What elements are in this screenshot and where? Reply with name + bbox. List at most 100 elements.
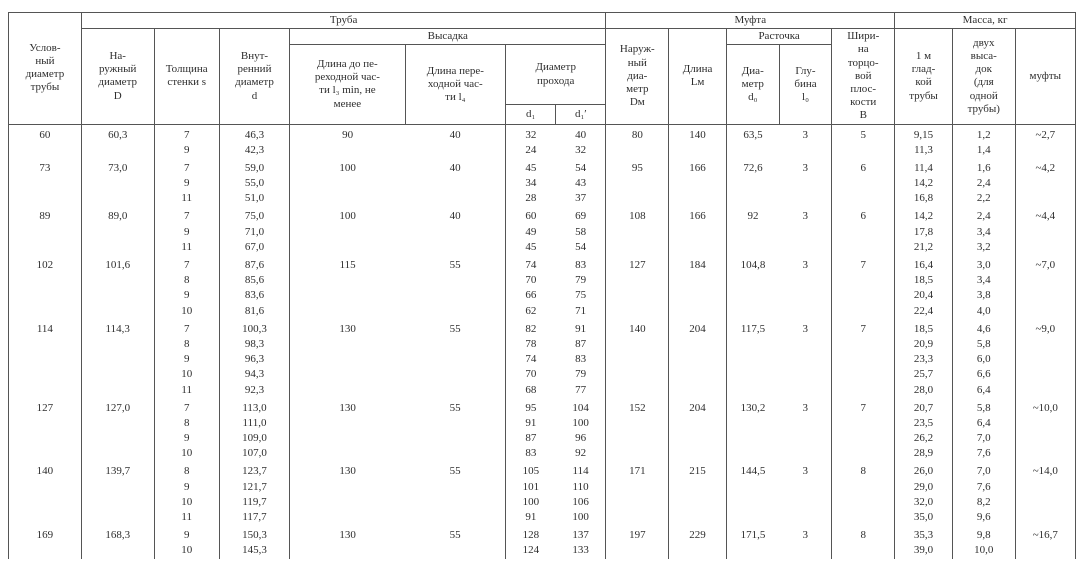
cell-Dm: [606, 273, 669, 288]
cell-d1: 74: [506, 255, 556, 273]
cell-B: [832, 176, 895, 191]
cell-mc: ~2,7: [1015, 124, 1075, 143]
cell-l0: 3: [779, 124, 832, 143]
cell-l0: 3: [779, 158, 832, 176]
cell-mc: [1015, 304, 1075, 319]
cell-Dm: 95: [606, 158, 669, 176]
table-row: 9109,0879626,27,0: [9, 431, 1076, 446]
cell-D: [81, 431, 154, 446]
cell-l3: [290, 352, 405, 367]
cell-d0: [726, 431, 779, 446]
cell-Dm: [606, 416, 669, 431]
cell-mc: [1015, 273, 1075, 288]
cell-l4: [405, 304, 505, 319]
hdr-l0: Глу-бинаl₀: [779, 45, 832, 124]
cell-m2: 4,0: [952, 304, 1015, 319]
cell-mc: ~14,0: [1015, 461, 1075, 479]
cell-B: 6: [832, 158, 895, 176]
cell-B: [832, 225, 895, 240]
cell-l4: [405, 510, 505, 525]
cell-l0: [779, 446, 832, 461]
cell-m2: 3,8: [952, 288, 1015, 303]
cell-B: [832, 143, 895, 158]
cell-l3: 115: [290, 255, 405, 273]
cell-cond: [9, 176, 82, 191]
cell-D: [81, 352, 154, 367]
cell-l3: [290, 225, 405, 240]
cell-d1p: 83: [556, 352, 606, 367]
cell-s: 7: [154, 319, 219, 337]
cell-m2: 4,6: [952, 319, 1015, 337]
cell-D: 89,0: [81, 206, 154, 224]
cell-cond: [9, 480, 82, 495]
cell-l0: [779, 337, 832, 352]
cell-d1p: 106: [556, 495, 606, 510]
cell-B: [832, 480, 895, 495]
hdr-dpass: Диаметрпрохода: [506, 45, 606, 104]
cell-l4: [405, 240, 505, 255]
cell-d: 87,6: [219, 255, 289, 273]
cell-l3: [290, 304, 405, 319]
cell-d: 71,0: [219, 225, 289, 240]
cell-s: 10: [154, 495, 219, 510]
cell-d0: 130,2: [726, 398, 779, 416]
cell-m2: 7,6: [952, 446, 1015, 461]
cell-l0: [779, 225, 832, 240]
cell-d1: 100: [506, 495, 556, 510]
cell-m2: 1,4: [952, 143, 1015, 158]
cell-s: 9: [154, 525, 219, 543]
cell-d1: 128: [506, 525, 556, 543]
cell-l0: 3: [779, 206, 832, 224]
cell-m2: 10,0: [952, 543, 1015, 558]
cell-d1p: 104: [556, 398, 606, 416]
cell-l3: [290, 337, 405, 352]
cell-Lm: [669, 367, 727, 382]
cell-m2: 1,6: [952, 158, 1015, 176]
cell-d: 67,0: [219, 240, 289, 255]
cell-d0: [726, 225, 779, 240]
cell-mc: [1015, 367, 1075, 382]
cell-m2: 7,0: [952, 461, 1015, 479]
cell-l4: [405, 288, 505, 303]
table-row: 140139,78123,713055105114171215144,53826…: [9, 461, 1076, 479]
cell-d: 85,6: [219, 273, 289, 288]
cell-d0: [726, 176, 779, 191]
hdr-d1p: d₁′: [556, 104, 606, 124]
cell-B: [832, 304, 895, 319]
cell-Dm: 140: [606, 319, 669, 337]
cell-l4: [405, 225, 505, 240]
cell-l0: [779, 288, 832, 303]
cell-B: [832, 543, 895, 558]
cell-d: 55,0: [219, 176, 289, 191]
cell-Dm: [606, 367, 669, 382]
hdr-Dm: Наруж-ныйдиа-метрDм: [606, 29, 669, 124]
cell-cond: [9, 240, 82, 255]
table-row: 10119,710010632,08,2: [9, 495, 1076, 510]
cell-l4: [405, 352, 505, 367]
cell-m2: 5,8: [952, 398, 1015, 416]
table-row: 169168,39150,313055128137197229171,53835…: [9, 525, 1076, 543]
cell-B: [832, 240, 895, 255]
cell-Dm: [606, 337, 669, 352]
cell-d1p: 32: [556, 143, 606, 158]
cell-d1: 101: [506, 480, 556, 495]
cell-l0: [779, 480, 832, 495]
cell-Dm: [606, 495, 669, 510]
cell-Dm: [606, 383, 669, 398]
cell-d1p: 100: [556, 510, 606, 525]
cell-cond: [9, 510, 82, 525]
cell-l4: [405, 337, 505, 352]
cell-Lm: 215: [669, 461, 727, 479]
table-row: 127127,07113,01305595104152204130,23720,…: [9, 398, 1076, 416]
table-row: 942,3243211,31,4: [9, 143, 1076, 158]
cell-Lm: 140: [669, 124, 727, 143]
cell-d1p: 92: [556, 446, 606, 461]
cell-B: 7: [832, 255, 895, 273]
cell-cond: [9, 383, 82, 398]
cell-l3: [290, 143, 405, 158]
cell-l0: 3: [779, 525, 832, 543]
cell-m2: 2,4: [952, 176, 1015, 191]
cell-mc: [1015, 176, 1075, 191]
cell-cond: [9, 352, 82, 367]
cell-cond: [9, 367, 82, 382]
